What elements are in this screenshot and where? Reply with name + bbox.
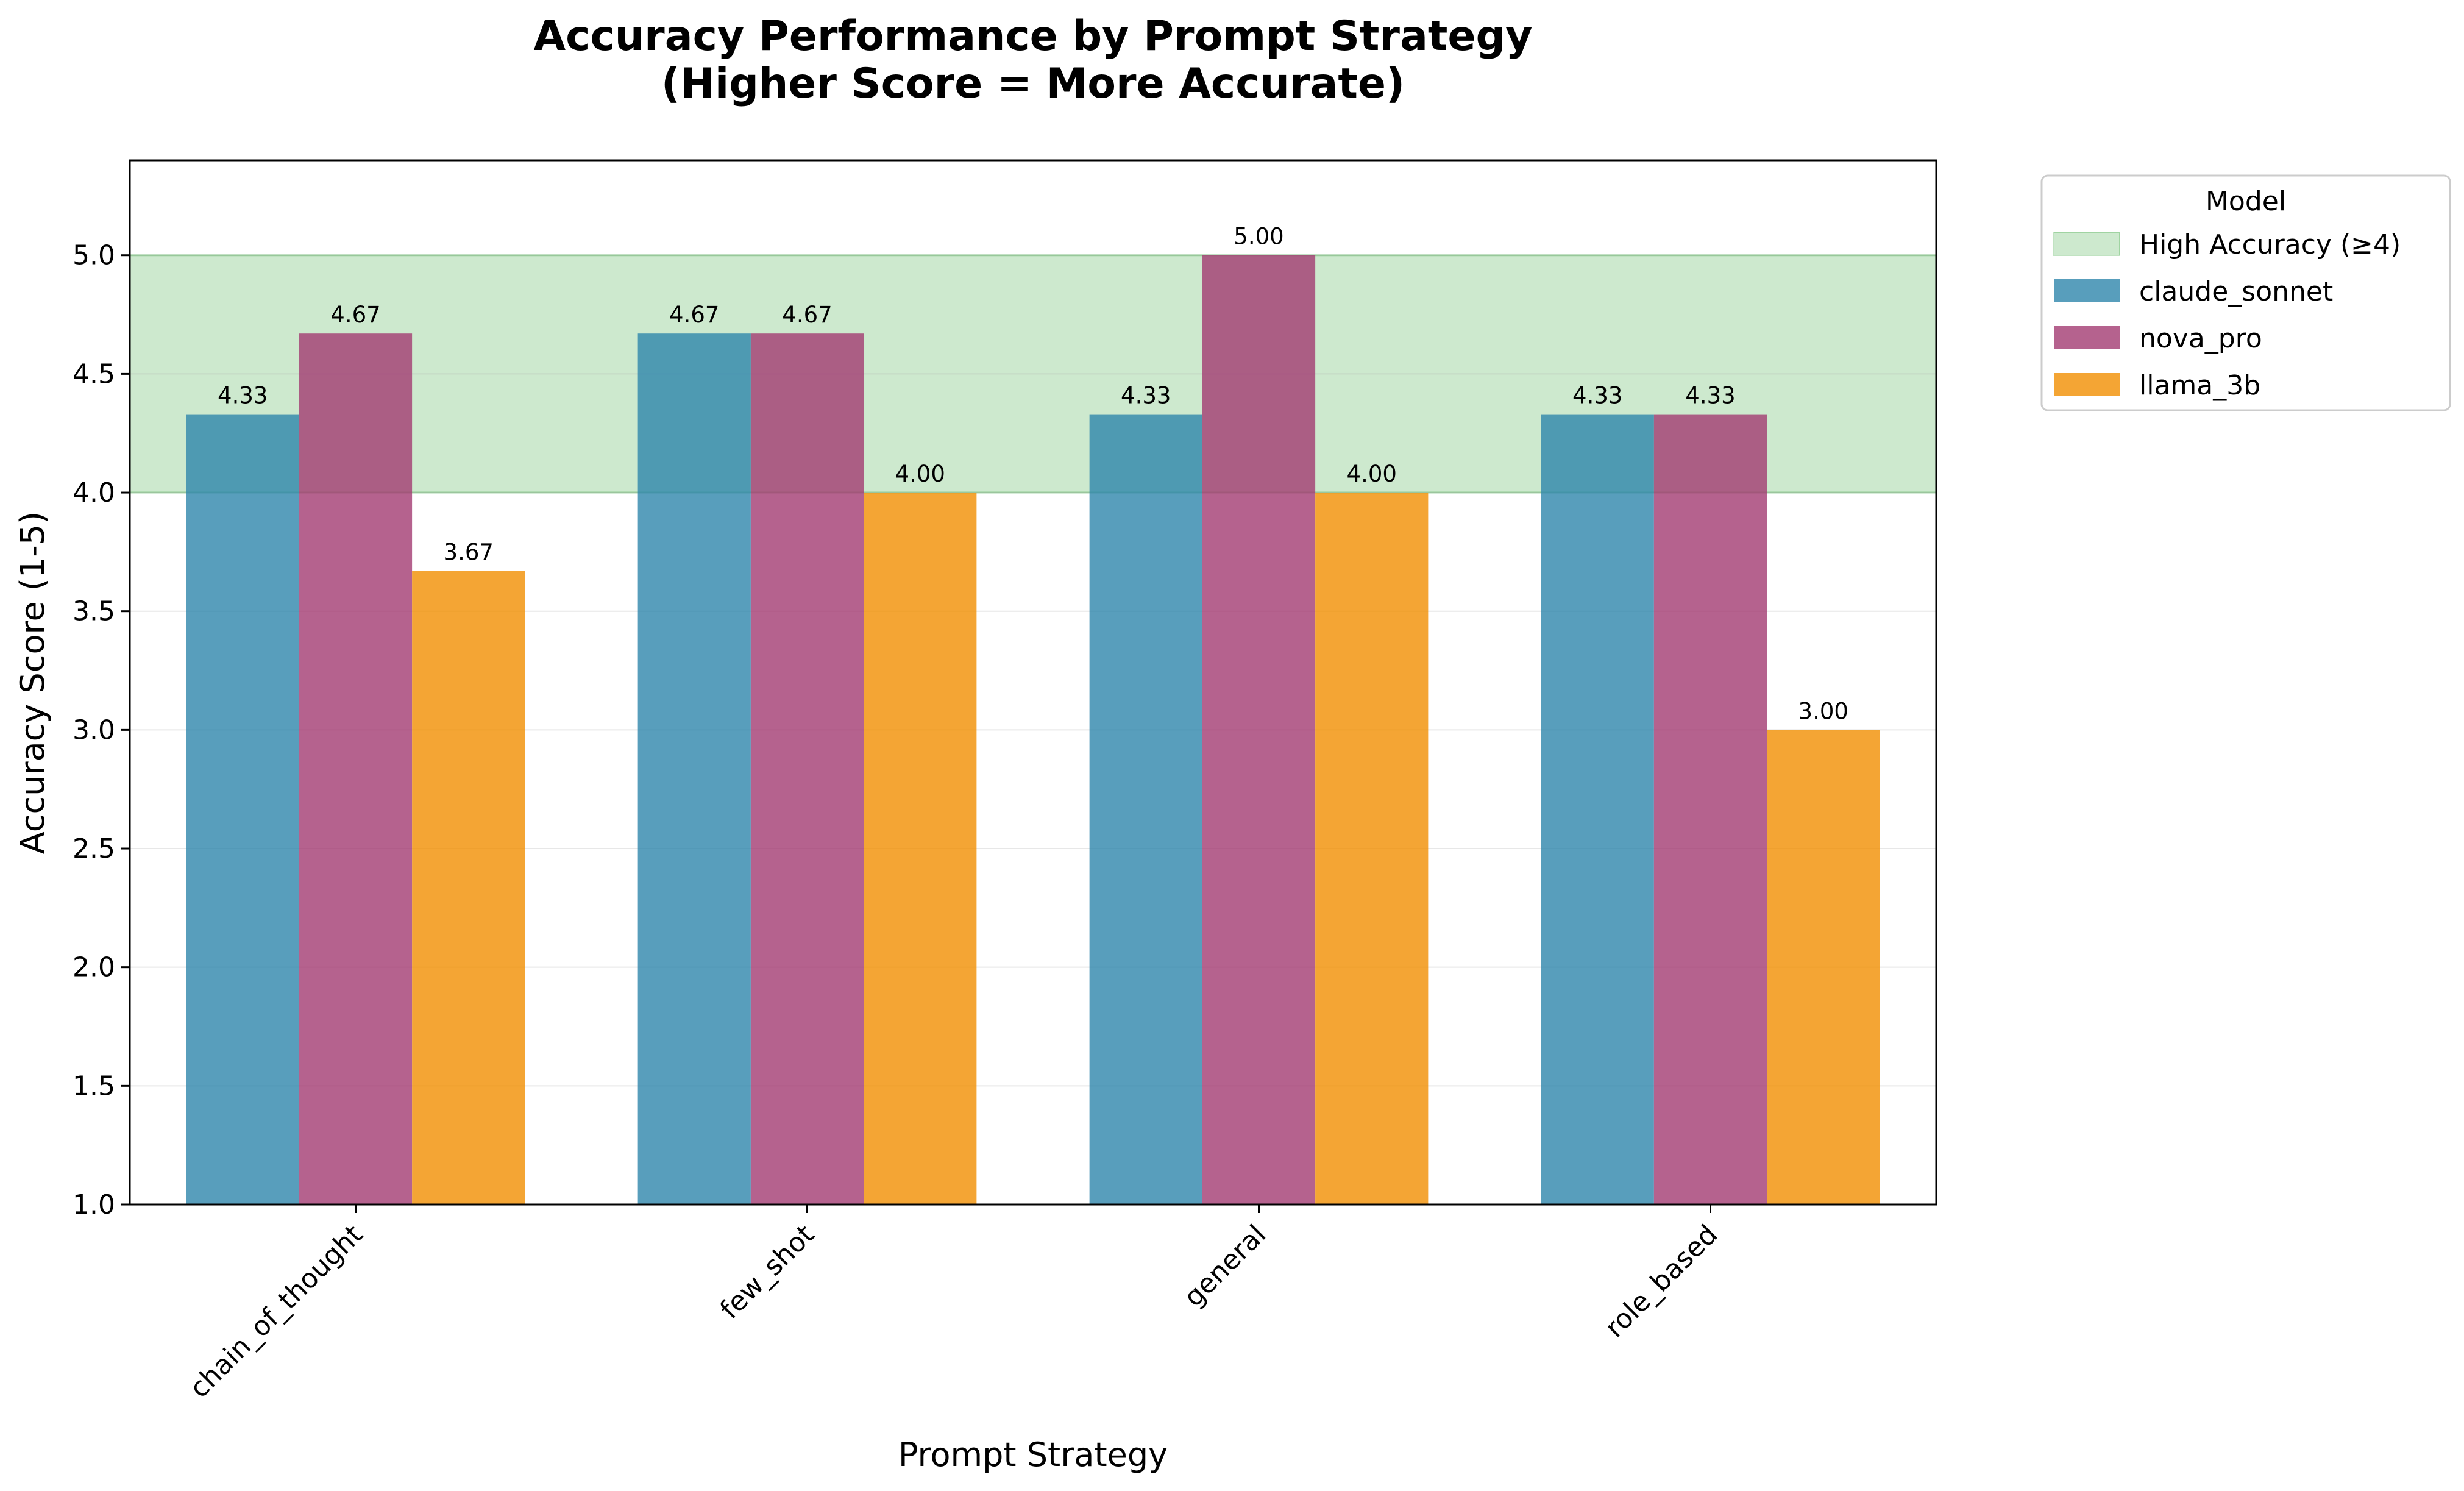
data-label-llama-3b-general: 4.00 xyxy=(1347,461,1397,487)
data-label-nova-pro-few-shot: 4.67 xyxy=(782,302,832,328)
data-label-llama-3b-role-based: 3.00 xyxy=(1798,698,1848,724)
bar-nova-pro-chain-of-thought xyxy=(299,333,413,1205)
y-tick-label: 1.0 xyxy=(73,1189,115,1220)
y-tick-label: 1.5 xyxy=(73,1070,115,1101)
data-label-claude-sonnet-role-based: 4.33 xyxy=(1572,383,1622,409)
x-axis-label: Prompt Strategy xyxy=(898,1436,1168,1474)
legend-swatch-llama-3b xyxy=(2054,373,2120,396)
bar-llama-3b-role-based xyxy=(1767,730,1880,1205)
bar-nova-pro-general xyxy=(1202,255,1316,1205)
data-label-llama-3b-few-shot: 4.00 xyxy=(895,461,945,487)
data-label-nova-pro-role-based: 4.33 xyxy=(1685,383,1735,409)
bar-llama-3b-chain-of-thought xyxy=(412,571,525,1205)
legend-title: Model xyxy=(2206,186,2286,217)
plot-area: 1.0 1.5 2.0 2.5 3.0 3.5 4.0 4.5 5.0 4.33 4.67 4.33 4… xyxy=(73,159,1937,1404)
bar-llama-3b-few-shot xyxy=(864,493,977,1205)
y-tick-label: 2.0 xyxy=(73,952,115,983)
y-tick-label: 3.5 xyxy=(73,596,115,627)
bar-claude-sonnet-role-based xyxy=(1541,414,1654,1205)
x-tick-label-few-shot: few_shot xyxy=(714,1219,820,1325)
data-label-claude-sonnet-general: 4.33 xyxy=(1121,383,1171,409)
legend-label-claude-sonnet: claude_sonnet xyxy=(2139,276,2333,307)
bar-claude-sonnet-chain-of-thought xyxy=(186,414,299,1205)
y-axis-label: Accuracy Score (1-5) xyxy=(13,511,52,854)
chart-title-line1: Accuracy Performance by Prompt Strategy xyxy=(534,12,1533,60)
data-label-nova-pro-chain-of-thought: 4.67 xyxy=(330,302,380,328)
bar-claude-sonnet-few-shot xyxy=(637,333,751,1205)
x-tick-label-chain-of-thought: chain_of_thought xyxy=(184,1219,369,1404)
legend-label-nova-pro: nova_pro xyxy=(2139,323,2262,354)
x-tick-label-role-based: role_based xyxy=(1599,1219,1724,1343)
y-tick-label: 2.5 xyxy=(73,833,115,864)
bar-llama-3b-general xyxy=(1315,493,1429,1205)
bar-claude-sonnet-general xyxy=(1089,414,1202,1205)
y-tick-label: 4.0 xyxy=(73,477,115,508)
y-tick-label: 5.0 xyxy=(73,240,115,271)
x-tick-label-general: general xyxy=(1178,1219,1272,1313)
chart-title-line2: (Higher Score = More Accurate) xyxy=(661,60,1405,108)
bar-nova-pro-few-shot xyxy=(750,333,864,1205)
plot-frame xyxy=(129,159,1937,1206)
data-label-llama-3b-chain-of-thought: 3.67 xyxy=(444,539,494,566)
legend: Model High Accuracy (≥4) claude_sonnet n… xyxy=(2040,174,2451,411)
data-label-claude-sonnet-chain-of-thought: 4.33 xyxy=(218,383,268,409)
y-tick-label: 4.5 xyxy=(73,358,115,390)
y-tick-label: 3.0 xyxy=(73,714,115,746)
legend-swatch-band xyxy=(2053,232,2120,256)
legend-swatch-nova-pro xyxy=(2054,326,2120,349)
data-label-nova-pro-general: 5.00 xyxy=(1234,224,1283,250)
legend-swatch-claude-sonnet xyxy=(2054,279,2120,302)
bar-nova-pro-role-based xyxy=(1653,414,1767,1205)
legend-frame xyxy=(2040,174,2451,411)
legend-label-llama-3b: llama_3b xyxy=(2139,370,2260,401)
data-label-claude-sonnet-few-shot: 4.67 xyxy=(669,302,719,328)
legend-label-band: High Accuracy (≥4) xyxy=(2139,229,2401,260)
